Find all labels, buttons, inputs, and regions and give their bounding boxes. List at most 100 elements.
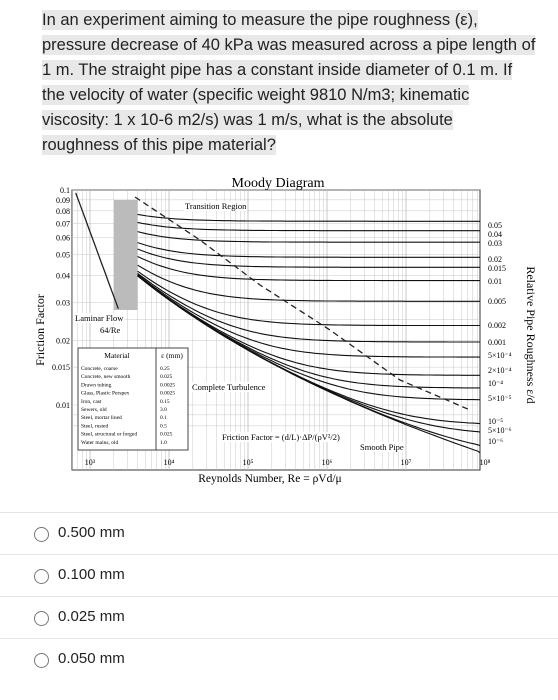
region-label: Friction Factor = (d/L)·ΔP/(ρV²/2) xyxy=(222,432,340,442)
x-tick-label: 10⁶ xyxy=(322,458,333,467)
roughness-curve xyxy=(137,248,480,268)
y-tick-label: 0.08 xyxy=(56,207,70,216)
question-line: pressure decrease of 40 kPa was measured… xyxy=(42,35,536,55)
region-label: Complete Turbulence xyxy=(192,382,266,392)
table-cell: 0.1 xyxy=(160,415,167,421)
y-tick-label: 0.1 xyxy=(60,186,70,195)
table-cell: 0.5 xyxy=(160,423,167,429)
region-label: 64/Re xyxy=(100,325,121,335)
question: In an experiment aiming to measure the p… xyxy=(42,8,542,158)
table-cell: 0.025 xyxy=(160,432,173,438)
table-cell: 0.15 xyxy=(160,399,170,405)
y-tick-label: 0.09 xyxy=(56,196,70,205)
roughness-curve xyxy=(137,256,480,282)
table-cell: Steel, rusted xyxy=(81,423,108,429)
table-cell: Water mains, old xyxy=(81,440,119,446)
label-bg xyxy=(74,313,125,323)
roughness-curve xyxy=(137,274,480,376)
table-cell: Steel, structural or forged xyxy=(81,431,137,438)
radio-button[interactable] xyxy=(34,611,49,626)
radio-button[interactable] xyxy=(34,569,49,584)
critical-zone xyxy=(113,200,138,310)
question-line: roughness of this pipe material? xyxy=(42,135,276,155)
right-tick-label: 10⁻⁶ xyxy=(488,437,503,446)
right-tick-label: 5×10⁻⁴ xyxy=(488,351,512,360)
option[interactable]: 0.100 mm xyxy=(0,554,558,597)
y-tick-label: 0.01 xyxy=(56,401,70,410)
roughness-curve xyxy=(137,273,480,343)
question-line: the velocity of water (specific weight 9… xyxy=(42,85,470,105)
region-label: Transition Region xyxy=(185,201,247,211)
y-tick-label: 0.05 xyxy=(56,251,70,260)
right-tick-label: 10⁻⁵ xyxy=(488,417,503,426)
right-tick-label: 0.01 xyxy=(488,277,502,286)
turbulence-boundary xyxy=(134,196,471,411)
right-tick-label: 0.001 xyxy=(488,338,506,347)
option-text[interactable]: 0.050 mm xyxy=(58,650,125,667)
option[interactable]: 0.025 mm xyxy=(0,596,558,639)
right-tick-label: 2×10⁻⁴ xyxy=(488,366,512,375)
y-axis-label: Friction Factor xyxy=(33,294,47,366)
right-tick-label: 0.002 xyxy=(488,321,506,330)
table-cell: 0.025 xyxy=(160,374,173,380)
table-cell: Concrete, new smooth xyxy=(81,374,131,380)
diagram-title: Moody Diagram xyxy=(232,176,325,191)
moody-diagram: Moody Diagram Friction Factor Relative Pip… xyxy=(33,176,538,485)
right-tick-label: 0.015 xyxy=(488,264,506,273)
roughness-curve xyxy=(137,275,481,454)
x-tick-label: 10⁵ xyxy=(243,458,254,467)
y-tick-label: 0.02 xyxy=(56,336,70,345)
x-tick-label: 10⁴ xyxy=(164,458,175,467)
option[interactable]: 0.500 mm xyxy=(0,512,558,555)
radio-button[interactable] xyxy=(34,653,49,668)
table-cell: 3.0 xyxy=(160,407,167,413)
table-cell: Sewers, old xyxy=(81,407,107,413)
table-cell: 0.25 xyxy=(160,366,170,372)
label-bg xyxy=(221,432,341,442)
table-cell: Steel, mortar lined xyxy=(81,415,122,421)
option-text[interactable]: 0.025 mm xyxy=(58,608,125,625)
region-label: Smooth Pipe xyxy=(360,442,404,452)
right-tick-label: 0.03 xyxy=(488,239,502,248)
radio-button[interactable] xyxy=(34,527,49,542)
table-cell: Drawn tubing xyxy=(81,382,112,388)
label-bg xyxy=(99,325,122,335)
option[interactable]: 0.050 mm xyxy=(0,638,558,681)
table-cell: Concrete, coarse xyxy=(81,366,118,372)
y-tick-label: 0.04 xyxy=(56,272,70,281)
y-tick-label: 0.015 xyxy=(52,363,70,372)
table-cell: Iron, cast xyxy=(81,399,102,405)
right-tick-label: 0.02 xyxy=(488,255,502,264)
roughness-curve xyxy=(137,274,480,358)
right-tick-label: 0.05 xyxy=(488,221,502,230)
roughness-curve xyxy=(137,221,480,232)
right-tick-label: 0.04 xyxy=(488,230,502,239)
laminar-curve xyxy=(75,192,119,309)
roughness-curve xyxy=(137,270,480,327)
x-tick-label: 10⁸ xyxy=(480,458,491,467)
question-line: viscosity: 1 x 10-6 m2/s) was 1 m/s, wha… xyxy=(42,110,453,130)
option-text[interactable]: 0.100 mm xyxy=(58,566,125,583)
table-header: ε (mm) xyxy=(161,351,183,360)
label-bg xyxy=(184,201,248,211)
right-tick-label: 5×10⁻⁵ xyxy=(488,394,512,403)
table-cell: 0.0025 xyxy=(160,382,175,388)
roughness-curve xyxy=(137,213,480,222)
roughness-curve xyxy=(137,264,480,302)
roughness-curve xyxy=(137,231,480,243)
question-line: 1 m. The straight pipe has a constant in… xyxy=(42,60,513,80)
y-tick-label: 0.03 xyxy=(56,298,70,307)
x-tick-label: 10³ xyxy=(85,458,96,467)
roughness-curve xyxy=(137,242,480,258)
y-tick-label: 0.07 xyxy=(56,219,70,228)
right-axis-label: Relative Pipe Roughness ε/d xyxy=(524,266,538,403)
table-cell: Glass, Plastic Perspex xyxy=(81,391,130,397)
label-bg xyxy=(359,442,405,452)
table-cell: 1.0 xyxy=(160,440,167,446)
x-axis-label: Reynolds Number, Re = ρVd/μ xyxy=(198,473,341,485)
y-tick-label: 0.06 xyxy=(56,234,70,243)
right-tick-label: 10⁻⁴ xyxy=(488,379,503,388)
table-header: Material xyxy=(104,351,129,360)
option-text[interactable]: 0.500 mm xyxy=(58,524,125,541)
